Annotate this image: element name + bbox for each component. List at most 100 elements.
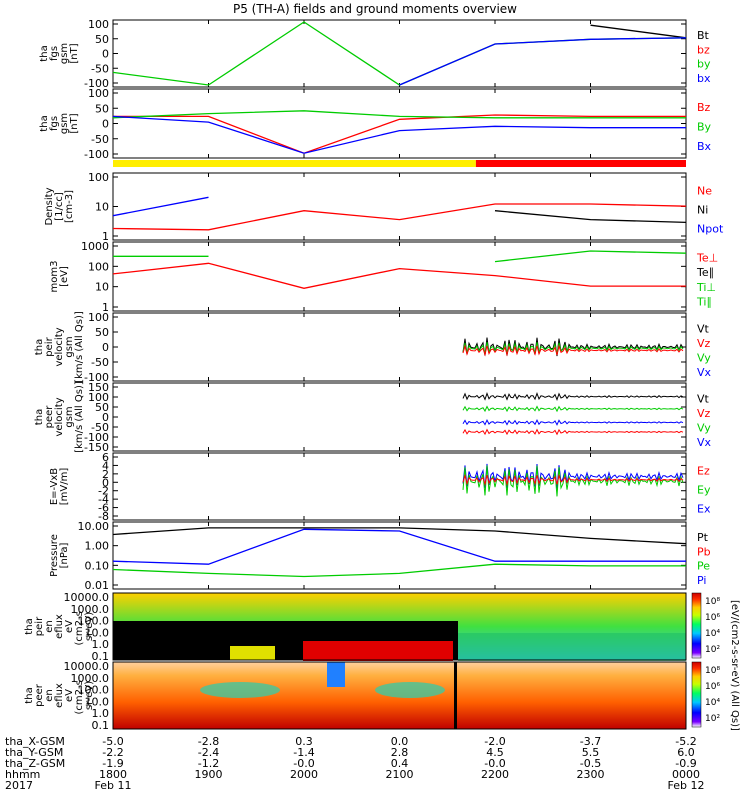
y-axis-label: fgs [49,46,60,61]
y-tick-label: 100 [88,18,109,31]
axis-row-value: 2.8 [391,746,409,759]
y-tick-label: 4 [102,459,109,472]
y-axis-label: [eV] [59,266,70,287]
panel-frame [112,241,687,312]
axis-row-value: -0.0 [484,757,505,770]
y-tick-label: 1000.0 [71,672,110,685]
legend-ex: Ex [697,503,711,516]
y-tick-label: -50 [91,133,109,146]
legend-vy: Vy [697,421,711,434]
y-axis-label: eV [64,620,75,633]
spectrogram-electron-gap [327,662,345,687]
y-tick-label: -50 [91,421,109,434]
y-axis-label: velocity [54,397,65,436]
legend-bt: Bt [697,29,710,42]
y-tick-label: -4 [98,493,109,506]
mode-bar-1 [475,160,686,167]
legend-vt: Vt [697,322,710,335]
axis-row-value: Feb 12 [668,779,705,792]
y-axis-label: gsm [59,43,70,64]
y-tick-label: 1 [102,230,109,243]
trace-ex [462,463,684,489]
axis-row-value: 2000 [290,768,318,781]
plot-title: P5 (TH-A) fields and ground moments over… [233,2,517,16]
axis-row-label: tha_Y-GSM [5,746,63,759]
panel-frame [112,452,687,521]
y-axis-label: [1/cc] [54,192,65,221]
legend-ni: Ni [697,204,708,217]
colorbar-gradient-2 [691,661,702,728]
legend-te⊥: Te⊥ [696,251,718,264]
legend-vz: Vz [697,337,711,350]
y-tick-label: 10.0 [85,695,110,708]
series-pressure-11 [112,527,687,545]
legend-bx: Bx [697,140,712,153]
series-density-7 [494,210,687,224]
axis-row-value: 2100 [386,768,414,781]
y-tick-label: 100 [88,87,109,100]
trace-peer-vz [462,428,684,436]
mode-bar-0 [113,160,476,167]
series-pressure-12 [112,563,686,578]
y-tick-label: 100 [88,260,109,273]
axis-row-label: hhmm [5,768,40,781]
y-tick-label: 150 [88,381,109,394]
y-axis-label: gsm [64,336,75,357]
y-tick-label: -100 [84,431,109,444]
y-axis-label: sr-eV) [84,681,95,710]
colorbar-tick: 10⁴ [705,629,720,639]
colorbar-tick: 10⁴ [705,698,720,708]
spectrogram-ion-band [230,646,275,660]
y-axis-label: fgs [49,116,60,131]
legend-ti⊥: Ti⊥ [696,281,716,294]
axis-row-label: tha_X-GSM [5,735,65,748]
legend-vx: Vx [697,366,712,379]
y-tick-label: -50 [91,62,109,75]
y-tick-label: 0 [102,476,109,489]
trace-peir-vz [462,344,684,357]
trace-peer-vx [462,418,684,426]
y-tick-label: 0 [102,48,109,61]
y-axis-label: peer [44,405,55,429]
y-tick-label: 0 [102,118,109,131]
y-axis-label: peir [34,616,45,636]
axis-row-value: 5.5 [582,746,600,759]
y-axis-label: (cm2-s- [74,676,85,714]
y-tick-label: -6 [98,502,109,515]
legend-ne: Ne [697,185,712,198]
y-axis-label: [mV/m] [59,468,70,506]
y-tick-label: 50 [95,33,109,46]
y-tick-label: -8 [98,510,109,523]
y-tick-label: 100 [88,311,109,324]
axis-row-value: -2.0 [484,735,505,748]
y-axis-label: eflux [54,683,65,708]
legend-vt: Vt [697,392,710,405]
y-axis-label: gsm [59,113,70,134]
legend-ez: Ez [697,465,710,478]
legend-pt: Pt [697,531,709,544]
series-fgs_gse-4 [112,110,686,119]
legend-pb: Pb [697,545,711,558]
axis-row-value: -1.9 [102,757,123,770]
y-axis-label: tha [24,687,35,703]
legend-vz: Vz [697,407,711,420]
y-tick-label: -100 [84,148,109,161]
y-tick-label: 50 [95,102,109,115]
y-axis-label: tha [24,618,35,634]
series-density-6 [112,203,687,231]
trace-ez [462,473,684,487]
series-fgs-1 [112,21,687,86]
spectrogram-electron-frame [112,661,687,730]
axis-row-value: 6.0 [677,746,695,759]
y-tick-label: -100 [84,371,109,384]
y-tick-label: 0 [102,411,109,424]
axis-row-value: -0.5 [580,757,601,770]
y-tick-label: 1.0 [92,707,110,720]
panel-frame [112,88,687,159]
y-axis-label: tha [39,45,50,61]
legend-npot: Npot [697,223,724,236]
axis-row-value: 2200 [481,768,509,781]
